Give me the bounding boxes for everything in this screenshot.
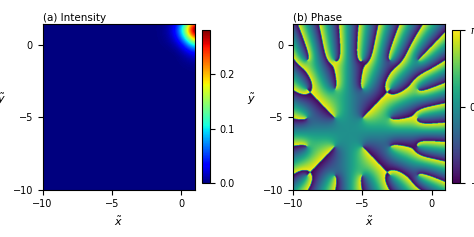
X-axis label: $\tilde{x}$: $\tilde{x}$ bbox=[114, 215, 123, 228]
X-axis label: $\tilde{x}$: $\tilde{x}$ bbox=[365, 215, 374, 228]
Y-axis label: $\tilde{y}$: $\tilde{y}$ bbox=[247, 91, 256, 107]
Y-axis label: $\tilde{y}$: $\tilde{y}$ bbox=[0, 91, 6, 107]
Text: (a) Intensity: (a) Intensity bbox=[43, 13, 106, 23]
Text: (b) Phase: (b) Phase bbox=[293, 13, 342, 23]
